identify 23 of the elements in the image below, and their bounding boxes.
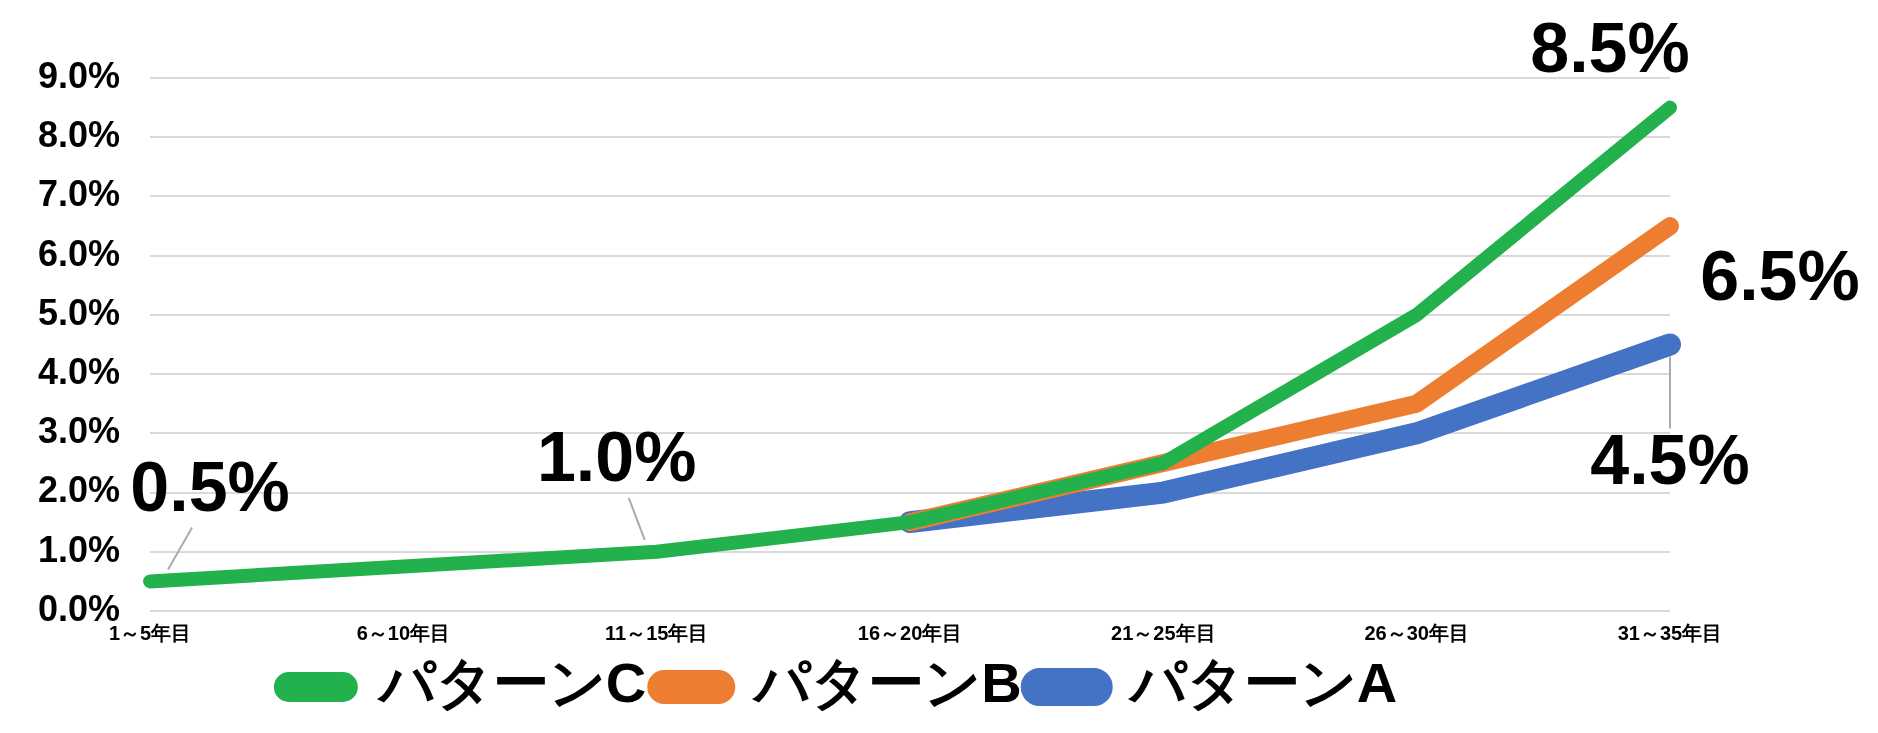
y-tick-label: 2.0% (37, 469, 121, 511)
legend-label: パターンA (1126, 651, 1398, 715)
y-tick-label: 6.0% (37, 232, 121, 274)
y-tick-label: 8.0% (37, 114, 121, 156)
y-tick-label: 1.0% (37, 528, 121, 570)
y-tick-label: 4.0% (37, 351, 121, 393)
data-label: 6.5% (1700, 237, 1860, 316)
legend-label: パターンB (751, 651, 1022, 715)
y-tick-label: 3.0% (37, 410, 121, 452)
x-tick-label: 6～10年目 (356, 621, 451, 644)
x-tick-label: 21～25年目 (1111, 621, 1216, 644)
y-tick-label: 5.0% (37, 291, 121, 333)
x-tick-label: 26～30年目 (1364, 621, 1469, 644)
x-tick-label: 31～35年目 (1617, 621, 1723, 644)
x-tick-label: 16～20年目 (857, 621, 963, 644)
x-tick-label: 11～15年目 (605, 621, 709, 644)
data-label: 4.5% (1590, 420, 1750, 499)
data-label: 8.5% (1530, 8, 1690, 87)
y-tick-label: 9.0% (37, 54, 121, 96)
legend-label: パターンC (375, 651, 647, 715)
data-label: 1.0% (536, 418, 697, 497)
data-label: 0.5% (130, 447, 290, 526)
y-tick-label: 7.0% (37, 173, 121, 215)
